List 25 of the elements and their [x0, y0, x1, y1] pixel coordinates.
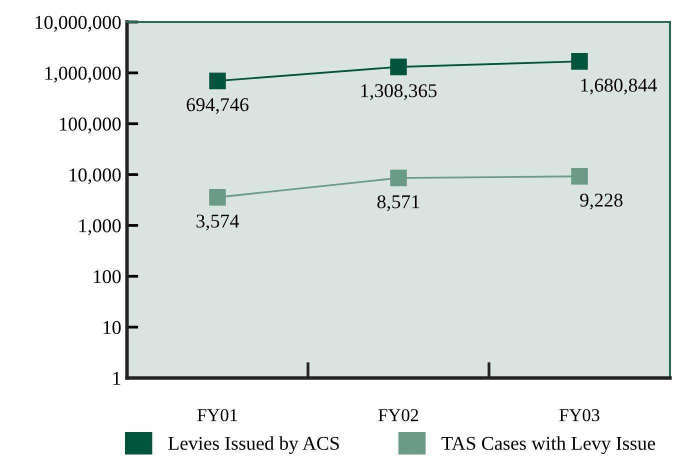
data-label: 694,746 — [186, 98, 249, 114]
y-tick-label: 10 — [104, 320, 121, 334]
y-tick-label: 10,000 — [70, 168, 121, 184]
y-tick-label: 100,000 — [60, 118, 121, 134]
x-tick-label: FY02 — [378, 409, 418, 422]
point — [209, 72, 226, 90]
data-label: 1,308,365 — [361, 84, 437, 100]
point — [209, 188, 226, 206]
data-label: 1,680,844 — [581, 78, 657, 95]
legend-label: Levies Issued by ACS — [168, 436, 339, 454]
y-tick-label: 1,000 — [79, 219, 121, 236]
data-label: 3,574 — [196, 214, 240, 230]
point — [390, 170, 407, 186]
x-tick-label: FY03 — [559, 409, 600, 422]
data-label: 9,228 — [580, 194, 623, 210]
point — [571, 53, 588, 70]
y-tick-label: 1 — [113, 372, 120, 385]
legend-label: TAS Cases with Levy Issue — [442, 436, 655, 454]
point — [571, 168, 588, 185]
point — [390, 58, 407, 76]
y-tick-label: 10,000,000 — [36, 16, 121, 32]
y-tick-label: 100 — [94, 270, 121, 284]
data-label: 8,571 — [377, 195, 420, 212]
y-tick-label: 1,000,000 — [45, 66, 121, 83]
x-tick-label: FY01 — [197, 409, 237, 422]
